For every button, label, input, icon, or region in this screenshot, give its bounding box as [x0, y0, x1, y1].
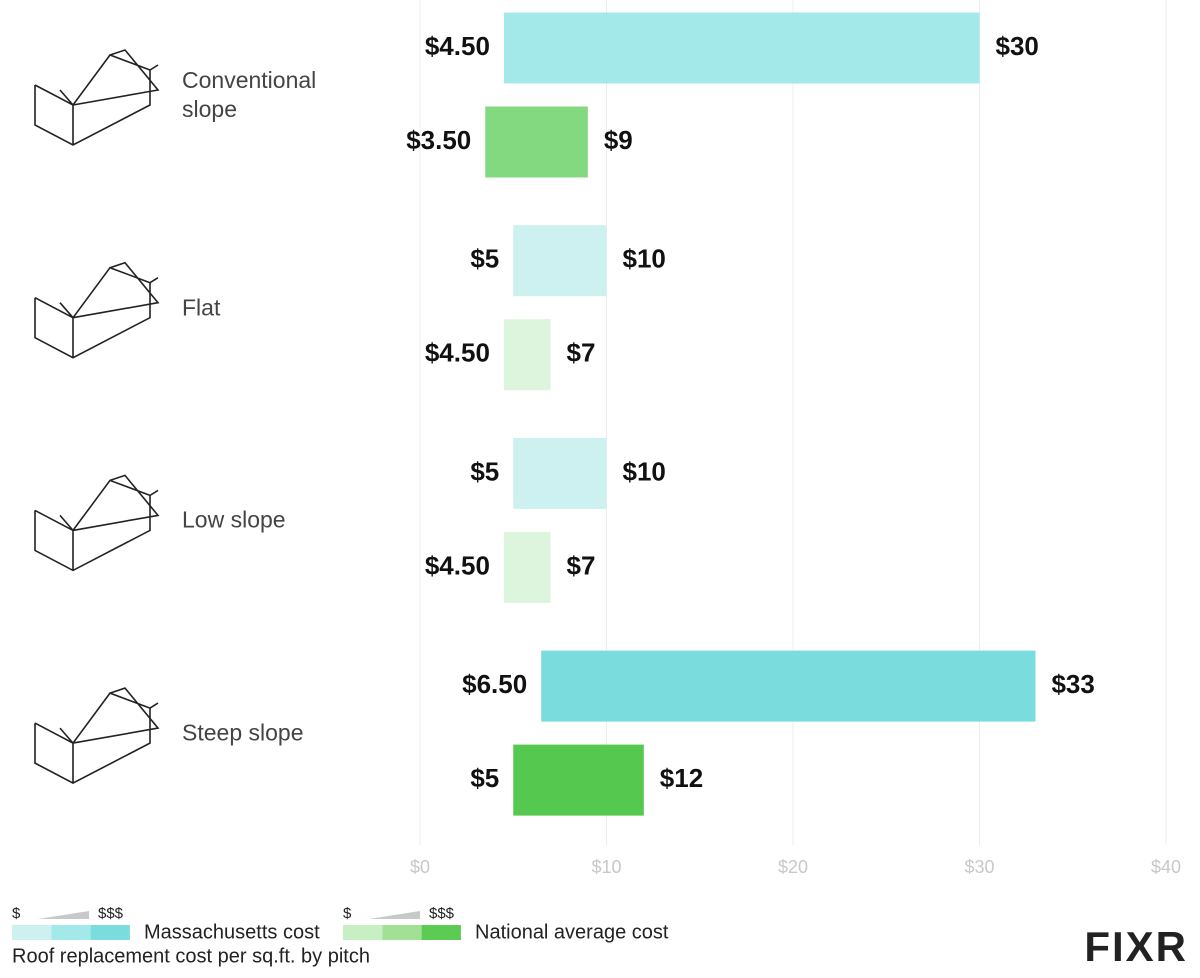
x-tick-label: $30 [964, 857, 994, 877]
legend-swatch [382, 925, 422, 940]
x-tick-label: $40 [1151, 857, 1181, 877]
legend-scale-high: $$$ [98, 905, 124, 922]
value-label: $30 [996, 31, 1039, 61]
bar [513, 225, 607, 297]
house-outline [34, 474, 160, 572]
bar [541, 650, 1036, 722]
x-tick-label: $0 [410, 857, 430, 877]
chart-title: Roof replacement cost per sq.ft. by pitc… [12, 945, 370, 967]
legend-swatch [90, 925, 130, 940]
house-icon [34, 261, 160, 359]
x-tick-label: $10 [591, 857, 621, 877]
bar [485, 106, 588, 178]
value-label: $5 [470, 456, 499, 486]
value-label: $12 [660, 763, 703, 793]
legend-scale-high: $$$ [429, 905, 455, 922]
legend-swatch [343, 925, 383, 940]
category-label: Low slope [182, 506, 286, 533]
legend-swatch [12, 925, 52, 940]
category-label: Flat [182, 294, 221, 321]
legend-swatch [51, 925, 91, 940]
category-label: Conventional slope [182, 67, 317, 122]
legend-swatch [421, 925, 461, 940]
value-label: $4.50 [425, 31, 490, 61]
value-label: $5 [470, 763, 499, 793]
house-icon [34, 49, 160, 146]
value-label: $33 [1051, 669, 1094, 699]
value-label: $3.50 [406, 125, 471, 155]
house-outline [34, 49, 160, 146]
value-label: $9 [604, 125, 633, 155]
value-label: $7 [567, 550, 596, 580]
value-label: $10 [623, 456, 666, 486]
value-label: $6.50 [462, 669, 527, 699]
category-label: Steep slope [182, 719, 304, 746]
house-outline [34, 687, 160, 785]
legend-label: National average cost [475, 921, 669, 943]
bar [503, 531, 551, 603]
house-icon [34, 474, 160, 572]
bar [513, 744, 644, 816]
legend-label: Massachusetts cost [144, 921, 320, 943]
legend-wedge [369, 911, 420, 919]
legend-wedge [38, 911, 89, 919]
value-label: $4.50 [425, 550, 490, 580]
brand-logo: FIXR [1084, 923, 1188, 970]
bar [513, 437, 607, 509]
value-label: $7 [567, 338, 596, 368]
value-label: $4.50 [425, 338, 490, 368]
bar [503, 319, 551, 391]
legend-scale-low: $ [343, 905, 352, 922]
value-label: $10 [623, 244, 666, 274]
value-label: $5 [470, 244, 499, 274]
house-icon [34, 687, 160, 785]
bar [503, 12, 980, 84]
house-outline [34, 261, 160, 359]
legend-scale-low: $ [12, 905, 21, 922]
x-tick-label: $20 [778, 857, 808, 877]
